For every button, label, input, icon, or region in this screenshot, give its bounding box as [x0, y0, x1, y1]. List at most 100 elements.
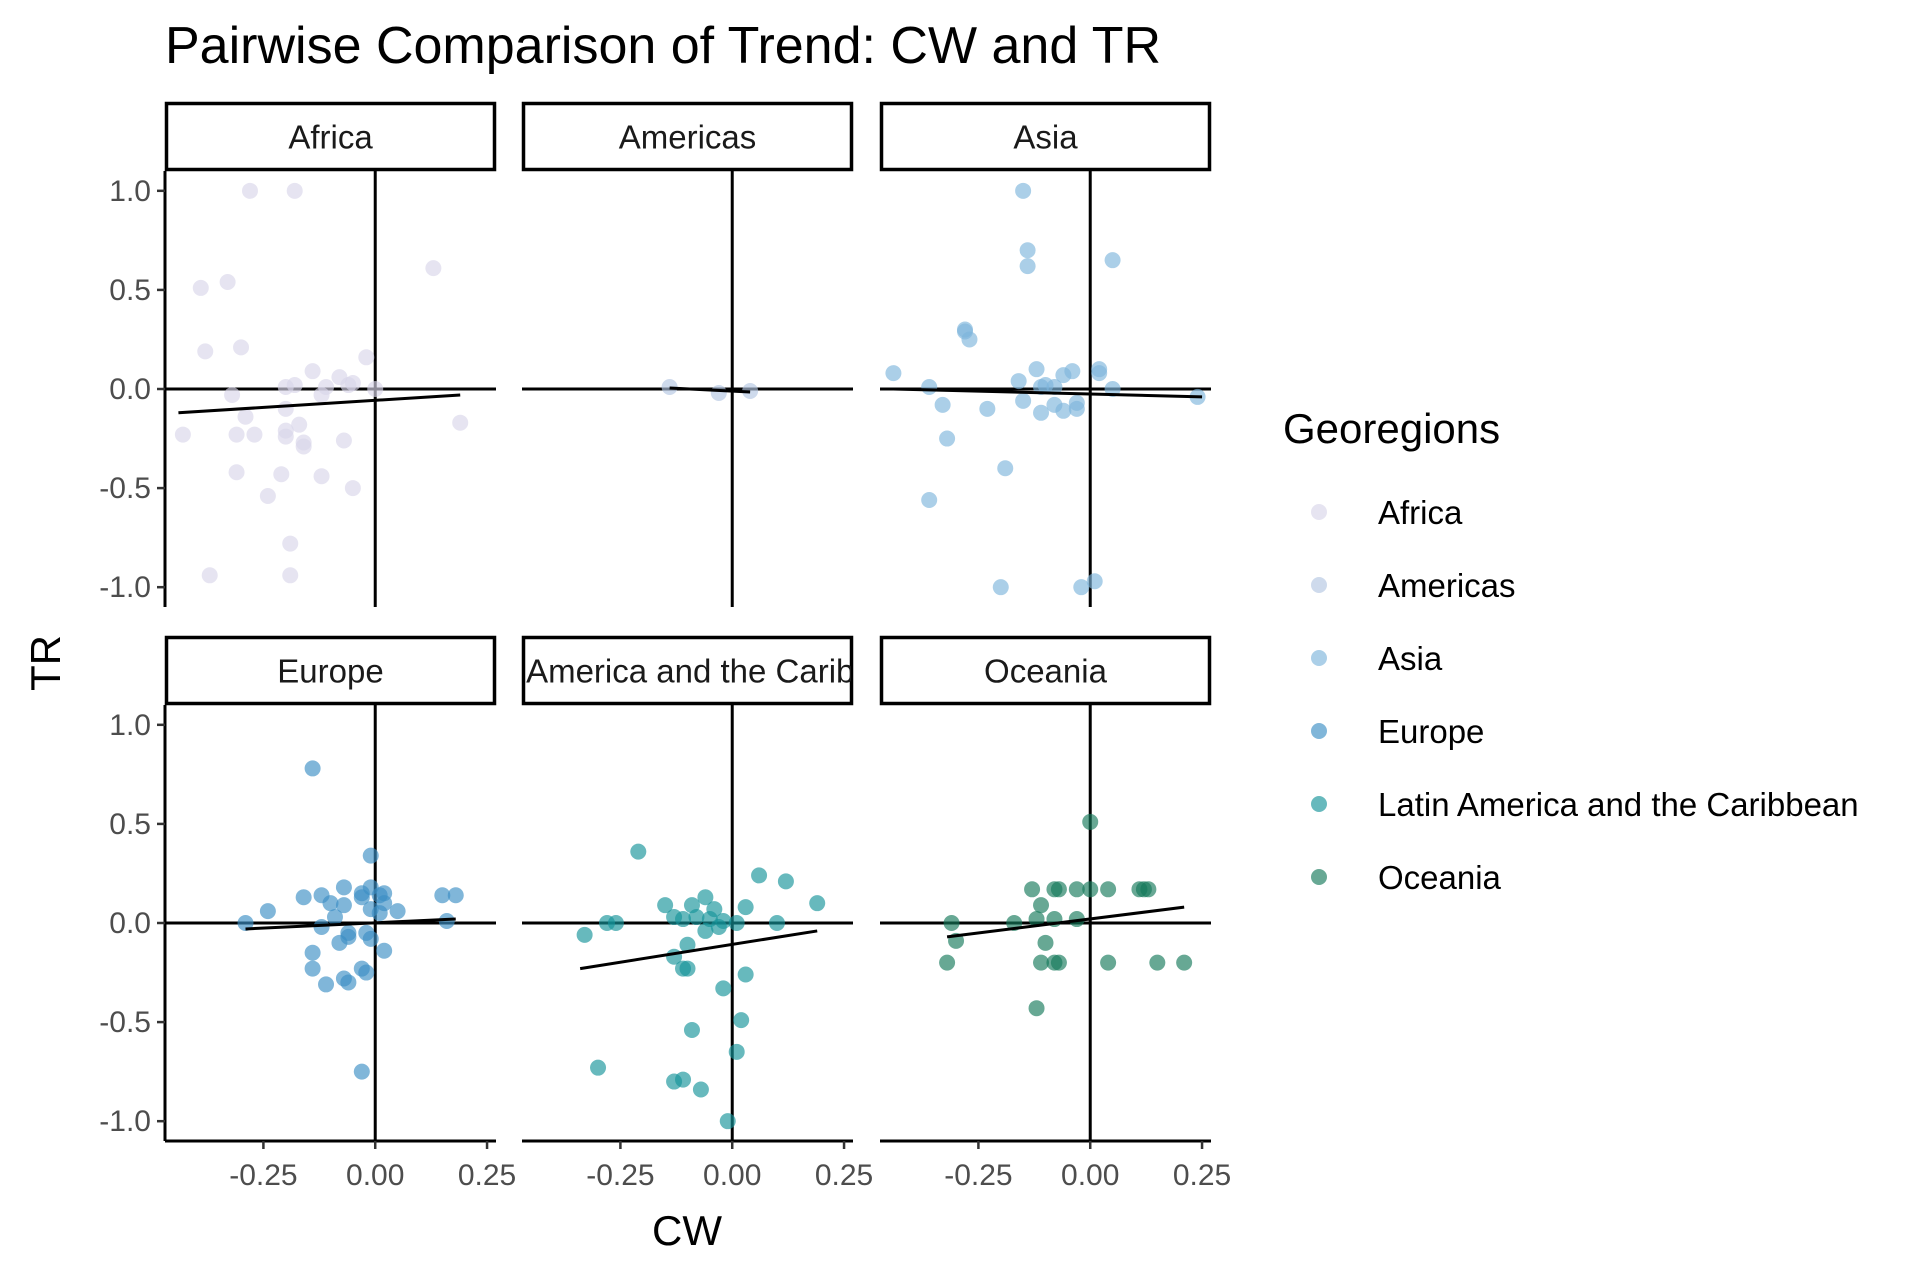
data-point: [174, 426, 191, 443]
data-point: [224, 386, 241, 403]
data-point: [943, 915, 960, 931]
data-point: [679, 936, 696, 953]
x-tick-label: 0.25: [458, 1159, 516, 1192]
data-point: [751, 867, 768, 884]
data-point: [733, 1012, 750, 1029]
panel-latin-america-and-the-caribbean: Latin America and the Caribbean -0.25 0.00…: [447, 635, 928, 1192]
data-point: [1082, 881, 1099, 898]
legend-item-africa: Africa: [1311, 494, 1463, 531]
data-point: [692, 1081, 709, 1098]
data-point: [1068, 881, 1085, 898]
data-point: [728, 915, 745, 931]
data-point: [282, 535, 299, 552]
data-point: [282, 567, 299, 584]
data-point: [304, 944, 321, 961]
x-tick-label: 0.25: [815, 1159, 873, 1192]
trend-line: [579, 929, 818, 971]
data-point: [286, 182, 303, 199]
panel-oceania: Oceania -0.25 0.00 0.25: [879, 635, 1231, 1192]
data-point: [1019, 258, 1036, 275]
data-point: [1055, 402, 1072, 419]
data-point: [313, 468, 330, 485]
x-tick-label: -0.25: [944, 1159, 1012, 1192]
data-point: [777, 873, 794, 890]
data-point: [1028, 911, 1045, 928]
legend-key: [1311, 650, 1327, 666]
x-tick-label: 0.00: [703, 1159, 761, 1192]
data-point: [1033, 404, 1050, 421]
data-point: [344, 480, 361, 497]
strip-label: Oceania: [984, 653, 1108, 690]
data-point: [1104, 252, 1121, 269]
panel-europe: Europe 1.0 0.5 0.0 -0.5 -1.0 -0.25 0.00 0.25: [99, 635, 516, 1192]
data-point: [1073, 579, 1090, 596]
data-point: [1010, 373, 1027, 390]
data-point: [1068, 911, 1085, 928]
data-point: [452, 414, 469, 431]
y-tick-label: 1.0: [109, 709, 151, 742]
data-point: [961, 331, 978, 348]
trend-line: [245, 917, 456, 931]
data-point: [273, 466, 290, 483]
data-point: [1015, 182, 1032, 199]
data-point: [1091, 365, 1108, 382]
trend-line: [946, 905, 1185, 939]
x-axis-title: CW: [652, 1207, 722, 1254]
y-axis-title: TR: [22, 635, 69, 691]
data-point: [304, 760, 321, 777]
y-tick-label: 0.5: [109, 808, 151, 841]
trend-line: [178, 393, 461, 415]
data-point: [447, 887, 464, 904]
data-point: [809, 895, 826, 912]
data-point: [331, 934, 348, 951]
points-latin-america-and-the-caribbean: [576, 843, 826, 1130]
data-point: [362, 930, 379, 947]
strip-box: [521, 635, 854, 706]
legend-item-europe: Europe: [1311, 713, 1484, 750]
data-point: [358, 964, 375, 981]
data-point: [1019, 242, 1036, 259]
data-point: [992, 579, 1009, 596]
data-point: [934, 396, 951, 413]
data-point: [340, 974, 357, 991]
data-point: [358, 349, 375, 366]
data-point: [291, 416, 308, 433]
data-point: [233, 339, 250, 356]
data-point: [728, 1043, 745, 1060]
legend-item-latin-america-and-the-caribbean: Latin America and the Caribbean: [1311, 786, 1859, 823]
points-asia: [885, 182, 1206, 596]
y-tick-label: 0.0: [109, 373, 151, 406]
data-point: [259, 488, 276, 505]
data-point: [228, 464, 245, 481]
data-point: [1050, 881, 1067, 898]
data-point: [228, 426, 245, 443]
data-point: [661, 379, 678, 396]
y-tick-label: -0.5: [99, 472, 151, 505]
legend-key: [1311, 869, 1327, 885]
data-point: [1055, 367, 1072, 384]
data-point: [1033, 954, 1050, 971]
data-point: [371, 905, 388, 922]
strip-label: Latin America and the Caribbean: [447, 653, 928, 690]
data-point: [362, 847, 379, 864]
legend-item-asia: Asia: [1311, 640, 1443, 677]
data-point: [688, 909, 705, 926]
legend-title: Georegions: [1283, 405, 1500, 452]
data-point: [353, 1063, 370, 1080]
data-point: [1033, 897, 1050, 914]
data-point: [1068, 394, 1085, 411]
chart-title: Pairwise Comparison of Trend: CW and TR: [165, 17, 1161, 75]
data-point: [939, 430, 956, 447]
y-tick-label: -1.0: [99, 571, 151, 604]
trend-line: [669, 386, 751, 394]
data-point: [697, 922, 714, 939]
data-point: [768, 915, 785, 931]
trend-line: [893, 387, 1203, 399]
x-tick-label: -0.25: [229, 1159, 297, 1192]
strip-label: Africa: [288, 119, 373, 156]
data-point: [737, 966, 754, 983]
points-europe: [237, 760, 464, 1080]
data-point: [939, 954, 956, 971]
legend-key: [1311, 577, 1327, 593]
